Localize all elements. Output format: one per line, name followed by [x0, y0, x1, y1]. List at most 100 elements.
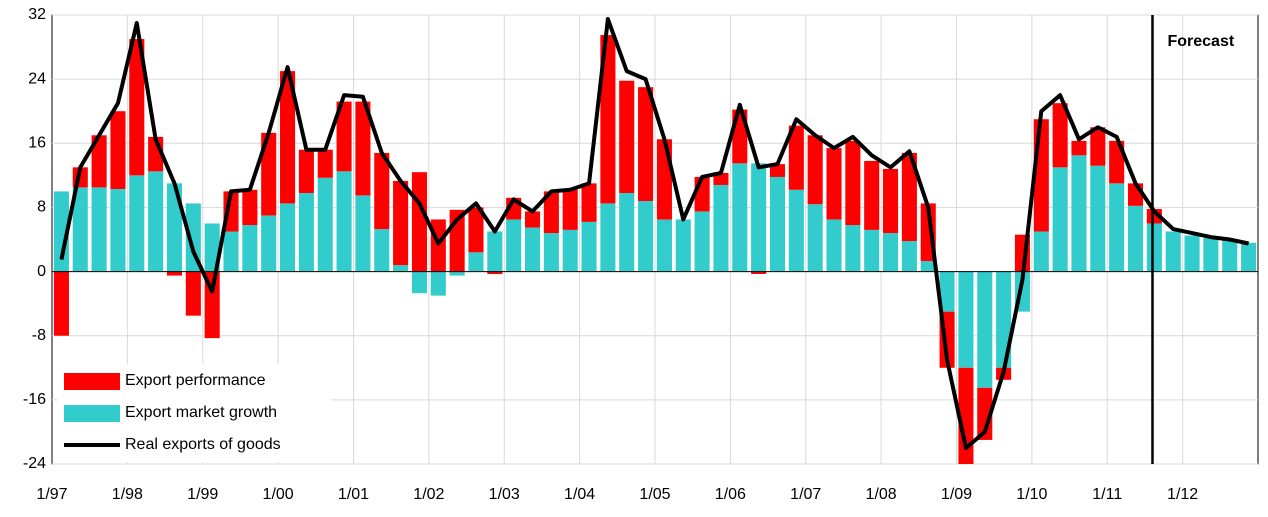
- y-tick-label: 16: [28, 135, 46, 152]
- x-tick-label: 1/06: [715, 486, 746, 503]
- bar: [1184, 235, 1200, 272]
- x-tick-label: 1/01: [338, 486, 369, 503]
- bar: [1090, 127, 1106, 166]
- bar: [468, 252, 484, 272]
- legend-swatch: [64, 373, 120, 390]
- bar: [524, 211, 541, 228]
- bar: [53, 271, 69, 336]
- bar: [883, 233, 899, 272]
- bar: [638, 87, 654, 202]
- bar: [280, 203, 296, 272]
- bar: [1109, 140, 1125, 184]
- bar: [487, 231, 503, 272]
- bar: [769, 164, 786, 177]
- bar: [1052, 167, 1068, 272]
- bar: [807, 135, 823, 205]
- bar: [845, 140, 861, 226]
- bar: [562, 189, 578, 230]
- bar: [129, 39, 145, 176]
- bar: [1203, 237, 1219, 272]
- bar: [91, 135, 107, 188]
- bar: [393, 180, 409, 266]
- bar: [430, 219, 446, 272]
- bar: [298, 149, 314, 193]
- bar: [1222, 239, 1238, 272]
- bar: [72, 187, 88, 272]
- bar: [298, 192, 314, 272]
- bar: [1127, 205, 1144, 272]
- bar: [468, 207, 484, 253]
- bar: [317, 149, 333, 178]
- x-tick-label: 1/02: [413, 486, 444, 503]
- bar: [769, 176, 786, 272]
- bar: [1052, 103, 1068, 168]
- bar: [1241, 242, 1257, 272]
- bar: [543, 233, 559, 272]
- bar: [506, 219, 522, 272]
- bar: [1071, 155, 1087, 272]
- bar: [694, 211, 710, 272]
- y-tick-label: 32: [28, 6, 46, 23]
- legend-label: Export market growth: [125, 404, 277, 421]
- bar: [129, 175, 145, 272]
- x-tick-label: 1/10: [1016, 486, 1047, 503]
- bar: [487, 271, 503, 274]
- x-tick-label: 1/00: [263, 486, 294, 503]
- bar: [355, 101, 371, 196]
- bar: [280, 71, 296, 204]
- bar: [788, 125, 804, 190]
- bar: [638, 201, 654, 272]
- y-tick-label: -24: [23, 455, 46, 472]
- bar: [53, 191, 69, 272]
- bar: [751, 271, 767, 274]
- legend-label: Export performance: [125, 372, 266, 389]
- bar: [920, 261, 936, 272]
- bar: [374, 152, 390, 230]
- bar: [581, 183, 597, 222]
- bar: [713, 172, 729, 185]
- bar: [336, 101, 352, 172]
- legend-swatch: [64, 405, 120, 422]
- bar: [261, 132, 277, 216]
- bar: [656, 219, 672, 272]
- bar: [110, 111, 126, 189]
- bar: [751, 163, 767, 272]
- bar: [826, 219, 842, 272]
- bar: [600, 35, 616, 204]
- bar: [449, 271, 465, 276]
- bar: [430, 271, 446, 296]
- y-tick-label: 0: [37, 263, 46, 280]
- y-tick-label: -16: [23, 391, 46, 408]
- bar: [581, 221, 597, 272]
- bar: [223, 231, 239, 272]
- bar: [110, 188, 126, 272]
- forecast-label: Forecast: [1167, 33, 1234, 50]
- bar: [845, 225, 861, 272]
- y-tick-label: -8: [32, 327, 46, 344]
- x-tick-label: 1/97: [36, 486, 67, 503]
- bar: [1165, 231, 1181, 272]
- bar: [336, 171, 352, 272]
- bar: [1033, 231, 1049, 272]
- bar: [393, 265, 409, 272]
- x-tick-label: 1/08: [866, 486, 897, 503]
- legend-label: Real exports of goods: [125, 436, 281, 453]
- bar: [901, 152, 917, 242]
- bar: [656, 139, 672, 220]
- bar: [411, 172, 427, 272]
- bar: [166, 183, 183, 272]
- bar: [543, 191, 559, 234]
- bar: [1090, 165, 1106, 272]
- bar: [166, 271, 183, 276]
- y-tick-label: 8: [37, 199, 46, 216]
- bar: [242, 189, 258, 226]
- bar: [675, 219, 691, 272]
- bar: [148, 171, 164, 272]
- bar: [713, 184, 729, 272]
- bar: [524, 227, 541, 272]
- x-tick-label: 1/05: [639, 486, 670, 503]
- bar: [958, 367, 974, 464]
- bar: [864, 160, 880, 230]
- bar: [807, 204, 823, 272]
- bar: [864, 229, 880, 272]
